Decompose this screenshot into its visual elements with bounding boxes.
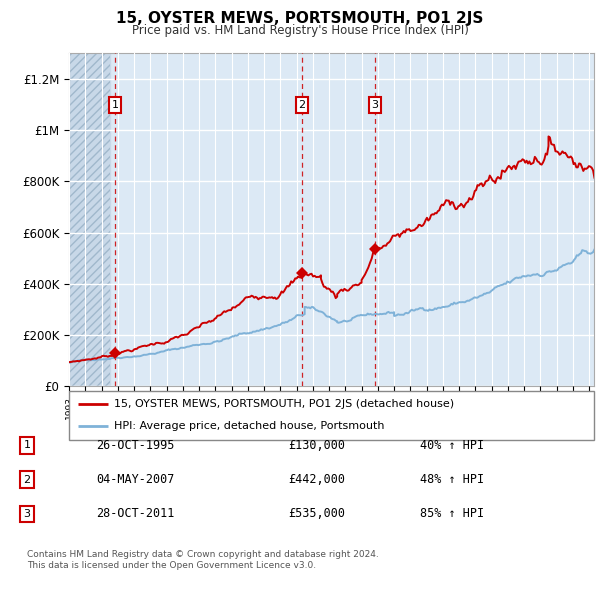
Text: £535,000: £535,000 bbox=[288, 507, 345, 520]
Text: 2: 2 bbox=[23, 475, 31, 484]
Bar bbox=[69, 53, 110, 386]
Text: 2: 2 bbox=[299, 100, 305, 110]
Text: HPI: Average price, detached house, Portsmouth: HPI: Average price, detached house, Port… bbox=[113, 421, 384, 431]
Text: 3: 3 bbox=[371, 100, 379, 110]
FancyBboxPatch shape bbox=[69, 391, 594, 440]
Text: 28-OCT-2011: 28-OCT-2011 bbox=[96, 507, 175, 520]
Text: 26-OCT-1995: 26-OCT-1995 bbox=[96, 439, 175, 452]
Text: Price paid vs. HM Land Registry's House Price Index (HPI): Price paid vs. HM Land Registry's House … bbox=[131, 24, 469, 37]
Text: 1: 1 bbox=[112, 100, 118, 110]
Text: 40% ↑ HPI: 40% ↑ HPI bbox=[420, 439, 484, 452]
Text: 15, OYSTER MEWS, PORTSMOUTH, PO1 2JS: 15, OYSTER MEWS, PORTSMOUTH, PO1 2JS bbox=[116, 11, 484, 25]
Text: 15, OYSTER MEWS, PORTSMOUTH, PO1 2JS (detached house): 15, OYSTER MEWS, PORTSMOUTH, PO1 2JS (de… bbox=[113, 399, 454, 409]
Text: Contains HM Land Registry data © Crown copyright and database right 2024.: Contains HM Land Registry data © Crown c… bbox=[27, 550, 379, 559]
Text: This data is licensed under the Open Government Licence v3.0.: This data is licensed under the Open Gov… bbox=[27, 560, 316, 569]
Text: 04-MAY-2007: 04-MAY-2007 bbox=[96, 473, 175, 486]
Text: £442,000: £442,000 bbox=[288, 473, 345, 486]
Bar bbox=[69, 53, 110, 386]
Text: £130,000: £130,000 bbox=[288, 439, 345, 452]
Text: 85% ↑ HPI: 85% ↑ HPI bbox=[420, 507, 484, 520]
Text: 3: 3 bbox=[23, 509, 31, 519]
Text: 48% ↑ HPI: 48% ↑ HPI bbox=[420, 473, 484, 486]
Text: 1: 1 bbox=[23, 441, 31, 450]
